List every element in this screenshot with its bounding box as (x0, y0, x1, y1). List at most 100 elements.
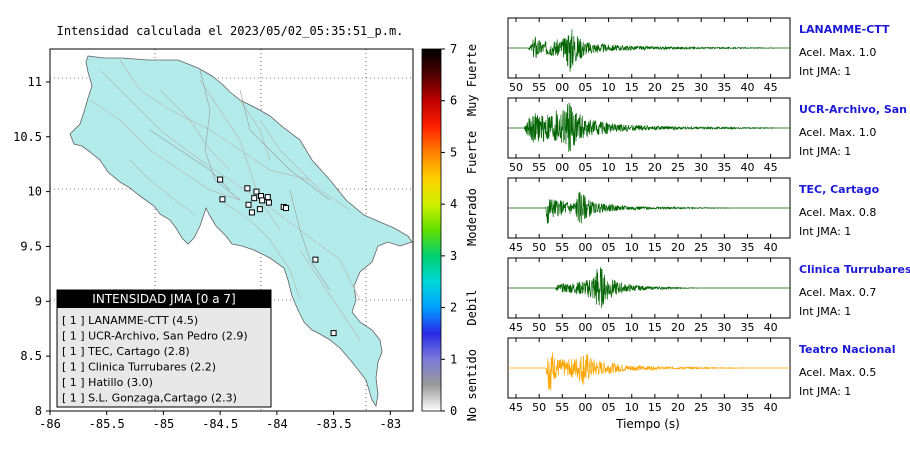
time-tick-label: 55 (555, 321, 569, 334)
seismogram-panel: 45 50 55 00 05 10 15 20 25 30 35 40 TEC, Cartago Acel… (507, 177, 880, 254)
station-marker (259, 197, 266, 204)
legend-header-bar (57, 290, 271, 308)
time-tick-label: 40 (764, 321, 778, 334)
time-tick-label: 10 (625, 321, 639, 334)
waveform-trace (508, 267, 790, 309)
waveform-trace (508, 29, 790, 72)
time-tick-label: 05 (602, 241, 616, 254)
time-tick-label: 15 (648, 241, 662, 254)
time-tick-label: 25 (671, 161, 685, 174)
time-tick-label: 45 (509, 321, 523, 334)
time-tick-label: 45 (764, 161, 778, 174)
map-x-tick-label: -83 (379, 417, 401, 431)
map-y-tick-label: 10 (28, 185, 42, 199)
time-tick-label: 45 (764, 81, 778, 94)
time-tick-label: 40 (740, 81, 754, 94)
max-acceleration: Acel. Max. 1.0 (799, 46, 876, 59)
seismogram-panel: 50 55 00 05 10 15 20 25 30 35 40 45 LANAMME-CTT Acel.… (507, 17, 890, 94)
station-marker (312, 256, 319, 263)
time-tick-label: 40 (764, 401, 778, 414)
map-axis-ticks: -86 -85.5 -85 -84.5 -84 -83.5 -83 11 10.5 10 9.5 9 8… (13, 75, 401, 431)
legend-box (56, 289, 272, 408)
time-tick-label: 05 (578, 81, 592, 94)
station-marker (282, 205, 289, 212)
map-y-tick-label: 9.5 (20, 239, 42, 253)
map-x-tick-label: -83.5 (316, 417, 352, 431)
station-marker (265, 199, 272, 206)
station-marker (248, 209, 255, 216)
costa-rica-landmass (69, 55, 413, 408)
time-tick-label: 25 (694, 241, 708, 254)
time-tick-label: 20 (671, 321, 685, 334)
station-markers (217, 176, 337, 337)
colorbar-tick-label: 7 (450, 42, 457, 56)
map-x-tick-label: -85.5 (89, 417, 125, 431)
jma-intensity: Int JMA: 1 (799, 385, 851, 398)
time-tick-label: 55 (532, 161, 546, 174)
station-name: TEC, Cartago (799, 183, 880, 196)
map-x-tick-label: -84 (266, 417, 288, 431)
time-tick-label: 45 (509, 241, 523, 254)
map-y-tick-label: 8 (35, 404, 42, 418)
station-marker (244, 185, 251, 192)
jma-intensity: Int JMA: 1 (799, 145, 851, 158)
colorbar-tick-label: 2 (450, 301, 457, 315)
map-panel: -86 -85.5 -85 -84.5 -84 -83.5 -83 11 10.5 10 9.5 9 8… (13, 48, 414, 431)
legend-item: [ 1 ] TEC, Cartago (2.8) (62, 345, 190, 358)
colorbar-tick-label: 4 (450, 197, 457, 211)
time-tick-label: 50 (509, 161, 523, 174)
legend-item: [ 1 ] Hatillo (3.0) (62, 376, 153, 389)
colorbar-category-label: Fuerte (465, 131, 479, 174)
map-y-tick-label: 11 (28, 75, 42, 89)
station-marker (245, 201, 252, 208)
time-tick-label: 00 (578, 321, 592, 334)
time-tick-label: 50 (532, 241, 546, 254)
time-tick-label: 35 (717, 81, 731, 94)
colorbar-category-labels: No sentido Debil Moderado Fuerte Muy Fuerte (465, 44, 479, 421)
time-tick-label: 25 (694, 321, 708, 334)
time-tick-label: 50 (509, 81, 523, 94)
time-tick-label: 15 (648, 401, 662, 414)
colorbar-tick-label: 1 (450, 352, 457, 366)
station-marker (330, 330, 337, 337)
colorbar-tick-label: 5 (450, 145, 457, 159)
seismogram-panel: 45 50 55 00 05 10 15 20 25 30 35 40 Clinica Turrubar… (507, 257, 910, 334)
legend-item: [ 1 ] UCR-Archivo, San Pedro (2.9) (62, 330, 248, 343)
station-marker (256, 206, 263, 213)
colorbar-gradient (421, 48, 442, 412)
map-title: Intensidad calculada el 2023/05/02_05:35… (57, 24, 404, 38)
time-tick-label: 35 (740, 321, 754, 334)
time-tick-label: 00 (555, 81, 569, 94)
map-y-tick-label: 8.5 (20, 349, 42, 363)
colorbar-category-label: Muy Fuerte (465, 44, 479, 116)
seismogram-panel: 45 50 55 00 05 10 15 20 25 30 35 40 Teatro Nacional A… (507, 337, 896, 414)
time-tick-label: 25 (694, 401, 708, 414)
time-tick-label: 35 (717, 161, 731, 174)
time-tick-label: 50 (532, 321, 546, 334)
time-tick-label: 00 (578, 401, 592, 414)
time-tick-label: 55 (532, 81, 546, 94)
time-tick-label: 00 (578, 241, 592, 254)
station-marker (264, 194, 271, 201)
time-tick-label: 30 (717, 241, 731, 254)
station-marker (217, 176, 224, 183)
seismogram-panels: 50 55 00 05 10 15 20 25 30 35 40 45 LANAMME-CTT Acel.… (507, 17, 910, 414)
jma-intensity: Int JMA: 1 (799, 65, 851, 78)
time-tick-label: 20 (671, 241, 685, 254)
intensity-legend: INTENSIDAD JMA [0 a 7] [ 1 ] LANAMME-CTT… (56, 289, 272, 408)
time-tick-label: 25 (671, 81, 685, 94)
max-acceleration: Acel. Max. 0.5 (799, 366, 876, 379)
colorbar-tick-label: 3 (450, 249, 457, 263)
map-y-tick-label: 10.5 (13, 130, 42, 144)
time-tick-label: 10 (625, 401, 639, 414)
colorbar-category-label: Debil (465, 290, 479, 326)
time-tick-label: 15 (625, 161, 639, 174)
jma-intensity: Int JMA: 1 (799, 305, 851, 318)
time-tick-label: 10 (602, 161, 616, 174)
time-axis-label: Tiempo (s) (615, 417, 680, 431)
legend-item: [ 1 ] Clinica Turrubares (2.2) (62, 361, 216, 374)
station-name: UCR-Archivo, San Pedro (799, 103, 910, 116)
station-marker (219, 196, 226, 203)
time-tick-label: 30 (717, 321, 731, 334)
time-tick-label: 35 (740, 401, 754, 414)
